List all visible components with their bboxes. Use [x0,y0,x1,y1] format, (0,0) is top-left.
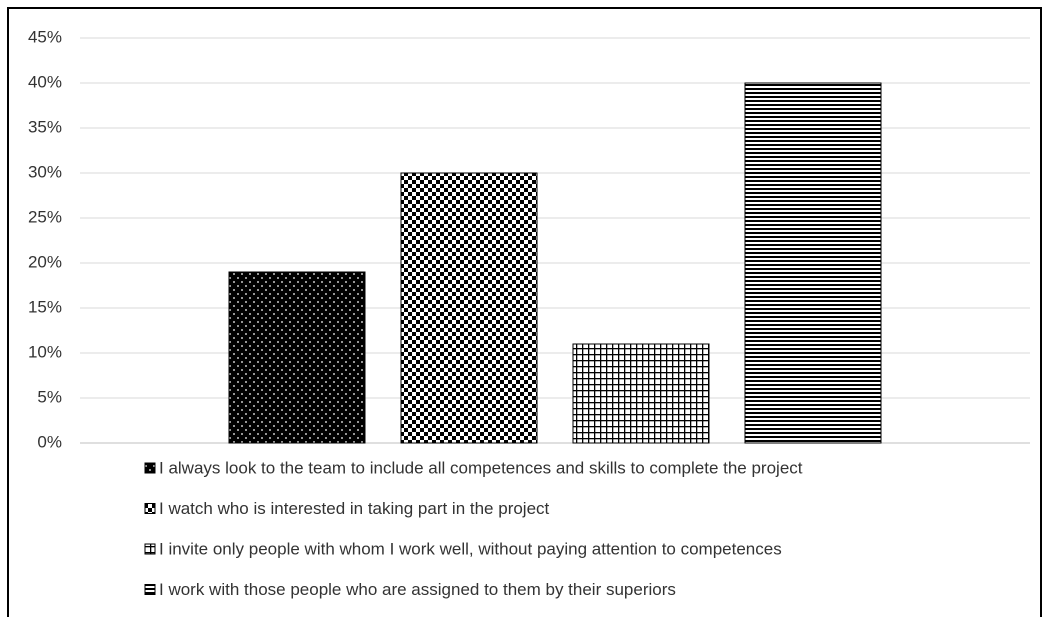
legend-swatch [144,503,156,514]
y-tick-label: 0% [37,432,62,451]
legend-swatch [144,584,156,595]
bar [228,271,366,444]
y-tick-label: 20% [28,252,62,271]
legend-swatch [144,462,156,474]
y-tick-label: 25% [28,207,62,226]
legend-label: I watch who is interested in taking part… [159,499,550,518]
y-tick-label: 45% [28,27,62,46]
legend-label: I work with those people who are assigne… [159,580,676,599]
bar [744,82,882,444]
y-tick-label: 40% [28,72,62,91]
y-tick-label: 10% [28,342,62,361]
legend-label: I invite only people with whom I work we… [159,539,782,558]
y-tick-label: 30% [28,162,62,181]
y-tick-label: 35% [28,117,62,136]
bar [400,172,538,444]
bar [572,343,710,444]
y-tick-label: 15% [28,297,62,316]
frame [7,7,1042,617]
legend-swatch [144,543,156,555]
y-tick-label: 5% [37,387,62,406]
legend-label: I always look to the team to include all… [159,458,803,477]
